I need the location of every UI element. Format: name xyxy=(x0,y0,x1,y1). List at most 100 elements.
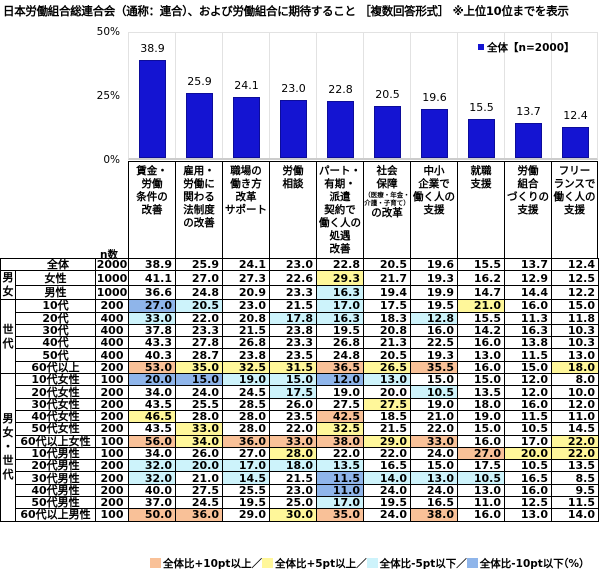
n-value: 200 xyxy=(95,360,129,375)
header-line: 労働 xyxy=(141,178,163,190)
data-cell: 18.0 xyxy=(269,459,317,473)
header-line: 働く人の xyxy=(553,191,596,203)
data-cell: 17.0 xyxy=(316,496,364,510)
header-line: 相談 xyxy=(282,178,304,190)
row-label: 10代女性 xyxy=(15,373,96,387)
table-row: 世代 10代 200 27.0 20.5 23.0 21.5 17.0 17.5 19.5 21.0… xyxy=(0,299,599,375)
data-cell: 43.3 xyxy=(128,336,176,350)
data-cell: 17.5 xyxy=(363,299,411,313)
data-cell: 28.7 xyxy=(175,348,223,362)
bar xyxy=(562,126,589,158)
n-value: 200 xyxy=(95,299,129,313)
column-header: 労働 相談 xyxy=(269,161,316,258)
data-cell: 24.1 xyxy=(222,257,270,272)
data-cell: 27.5 xyxy=(175,483,223,498)
header-line: 改善 xyxy=(141,204,163,216)
bar xyxy=(280,100,307,158)
header-line: パート・ xyxy=(319,165,361,177)
data-cell: 25.9 xyxy=(175,257,223,272)
data-cell: 17.5 xyxy=(457,459,505,473)
gridline xyxy=(175,33,176,158)
data-cell: 13.0 xyxy=(504,508,552,522)
row-label: 20代女性 xyxy=(15,385,96,399)
data-cell: 16.5 xyxy=(410,496,458,510)
data-cell: 13.0 xyxy=(457,348,505,362)
data-cell: 10.5 xyxy=(410,385,458,399)
data-cell: 11.0 xyxy=(457,496,505,510)
legend-item-label: 全体比-10pt以下 xyxy=(479,558,564,570)
data-cell: 28.0 xyxy=(222,409,270,424)
data-cell: 25.5 xyxy=(222,483,270,498)
data-cell: 18.0 xyxy=(551,360,599,375)
data-cell: 16.0 xyxy=(457,336,505,350)
header-line: づくりの xyxy=(507,191,549,203)
data-cell: 23.3 xyxy=(269,336,317,350)
table-row: 20代女性 200 34.0 24.0 24.5 17.5 19.0 20.0 10.5 13.5… xyxy=(1,385,599,399)
n-value: 200 xyxy=(95,409,129,424)
data-cell: 36.0 xyxy=(175,508,223,522)
data-cell: 13.7 xyxy=(504,257,552,272)
header-line: 賃金・ xyxy=(136,165,168,177)
data-cell: 11.0 xyxy=(551,409,599,424)
table-row: 男女・世代 10代女性 100 20.0 15.0 19.0 15.0 12.0 13.0 15.… xyxy=(0,373,599,522)
row-label: 20代男性 xyxy=(15,459,96,473)
data-cell: 20.8 xyxy=(222,311,270,325)
data-cell: 20.8 xyxy=(363,323,411,338)
data-cell: 16.0 xyxy=(457,360,505,375)
n-value: 1000 xyxy=(95,284,129,301)
data-cell: 29.0 xyxy=(363,434,411,448)
data-cell: 32.0 xyxy=(128,459,176,473)
data-cell: 12.0 xyxy=(551,397,599,411)
header-line: 保障 xyxy=(376,178,398,190)
data-cell: 32.0 xyxy=(128,471,176,485)
data-cell: 12.0 xyxy=(316,373,364,387)
header-line: 契約で xyxy=(324,204,356,216)
header-line: 働き方 xyxy=(230,178,262,190)
legend-swatch xyxy=(478,44,484,50)
data-cell: 16.0 xyxy=(410,323,458,338)
data-cell: 20.5 xyxy=(363,348,411,362)
row-label: 10代男性 xyxy=(15,446,96,461)
data-cell: 28.0 xyxy=(222,422,270,436)
data-cell: 13.5 xyxy=(316,459,364,473)
data-cell: 14.0 xyxy=(551,508,599,522)
row-group-label: 世代 xyxy=(0,299,16,375)
data-cell: 27.8 xyxy=(175,336,223,350)
row-label: 60代以上男性 xyxy=(15,508,96,522)
header-line: 改革 xyxy=(235,191,257,203)
gridline xyxy=(551,33,552,158)
bar-value-label: 25.9 xyxy=(187,74,212,88)
data-cell: 34.0 xyxy=(128,446,176,461)
data-cell: 56.0 xyxy=(128,434,176,448)
data-cell: 50.0 xyxy=(128,508,176,522)
data-cell: 28.5 xyxy=(222,397,270,411)
data-cell: 14.5 xyxy=(551,422,599,436)
bar xyxy=(186,92,213,158)
gridline xyxy=(504,33,505,158)
header-line: サポート xyxy=(225,204,267,216)
row-label: 40代 xyxy=(15,336,96,350)
table-row: 50代女性 200 43.5 33.0 28.0 22.0 32.5 21.5 22.0 15.0… xyxy=(1,422,599,436)
column-header: 就職 支援 xyxy=(457,161,504,258)
row-label: 50代男性 xyxy=(15,496,96,510)
data-cell: 15.0 xyxy=(410,459,458,473)
header-line: 中小 xyxy=(423,165,445,177)
row-label: 60代以上 xyxy=(15,360,96,375)
data-cell: 24.8 xyxy=(175,284,223,301)
data-cell: 43.5 xyxy=(128,422,176,436)
column-header: パート・ 有期・ 派遣 契約で 働く人の 処遇 改善 xyxy=(316,161,363,258)
data-cell: 16.0 xyxy=(504,397,552,411)
data-cell: 27.3 xyxy=(222,270,270,286)
data-cell: 19.3 xyxy=(410,270,458,286)
data-cell: 15.0 xyxy=(175,373,223,387)
header-line: 支援 xyxy=(470,178,492,190)
header-line: ランスで xyxy=(553,178,596,190)
data-cell: 19.0 xyxy=(316,385,364,399)
table-row: 40代 400 43.3 27.8 26.8 23.3 26.8 21.3 22.5 16.0 13… xyxy=(1,336,599,350)
bar xyxy=(374,106,401,158)
data-cell: 22.0 xyxy=(316,446,364,461)
bar-value-label: 38.9 xyxy=(140,41,165,55)
table-row: 10代男性 100 34.0 26.0 27.0 28.0 22.0 22.0 24.0 27.0… xyxy=(1,446,599,461)
data-cell: 19.0 xyxy=(222,373,270,387)
data-cell: 27.0 xyxy=(222,446,270,461)
